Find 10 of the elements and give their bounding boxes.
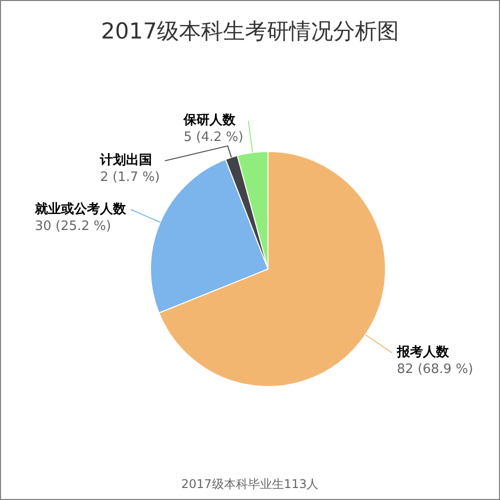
data-label: 5 (4.2 %) xyxy=(184,130,244,146)
slice-label: 保研人数 xyxy=(182,113,237,128)
data-label: 2 (1.7 %) xyxy=(100,170,160,186)
slice-label: 报考人数 xyxy=(396,345,450,360)
slice-label: 就业或公考人数 xyxy=(34,200,127,217)
data-label: 82 (68.9 %) xyxy=(396,362,474,378)
slice-label: 计划出国 xyxy=(99,153,152,168)
data-label: 30 (25.2 %) xyxy=(34,218,112,234)
chart-title: 2017级本科生考研情况分析图 xyxy=(101,20,399,45)
text: 2017级本科毕业生113人 xyxy=(181,477,319,492)
